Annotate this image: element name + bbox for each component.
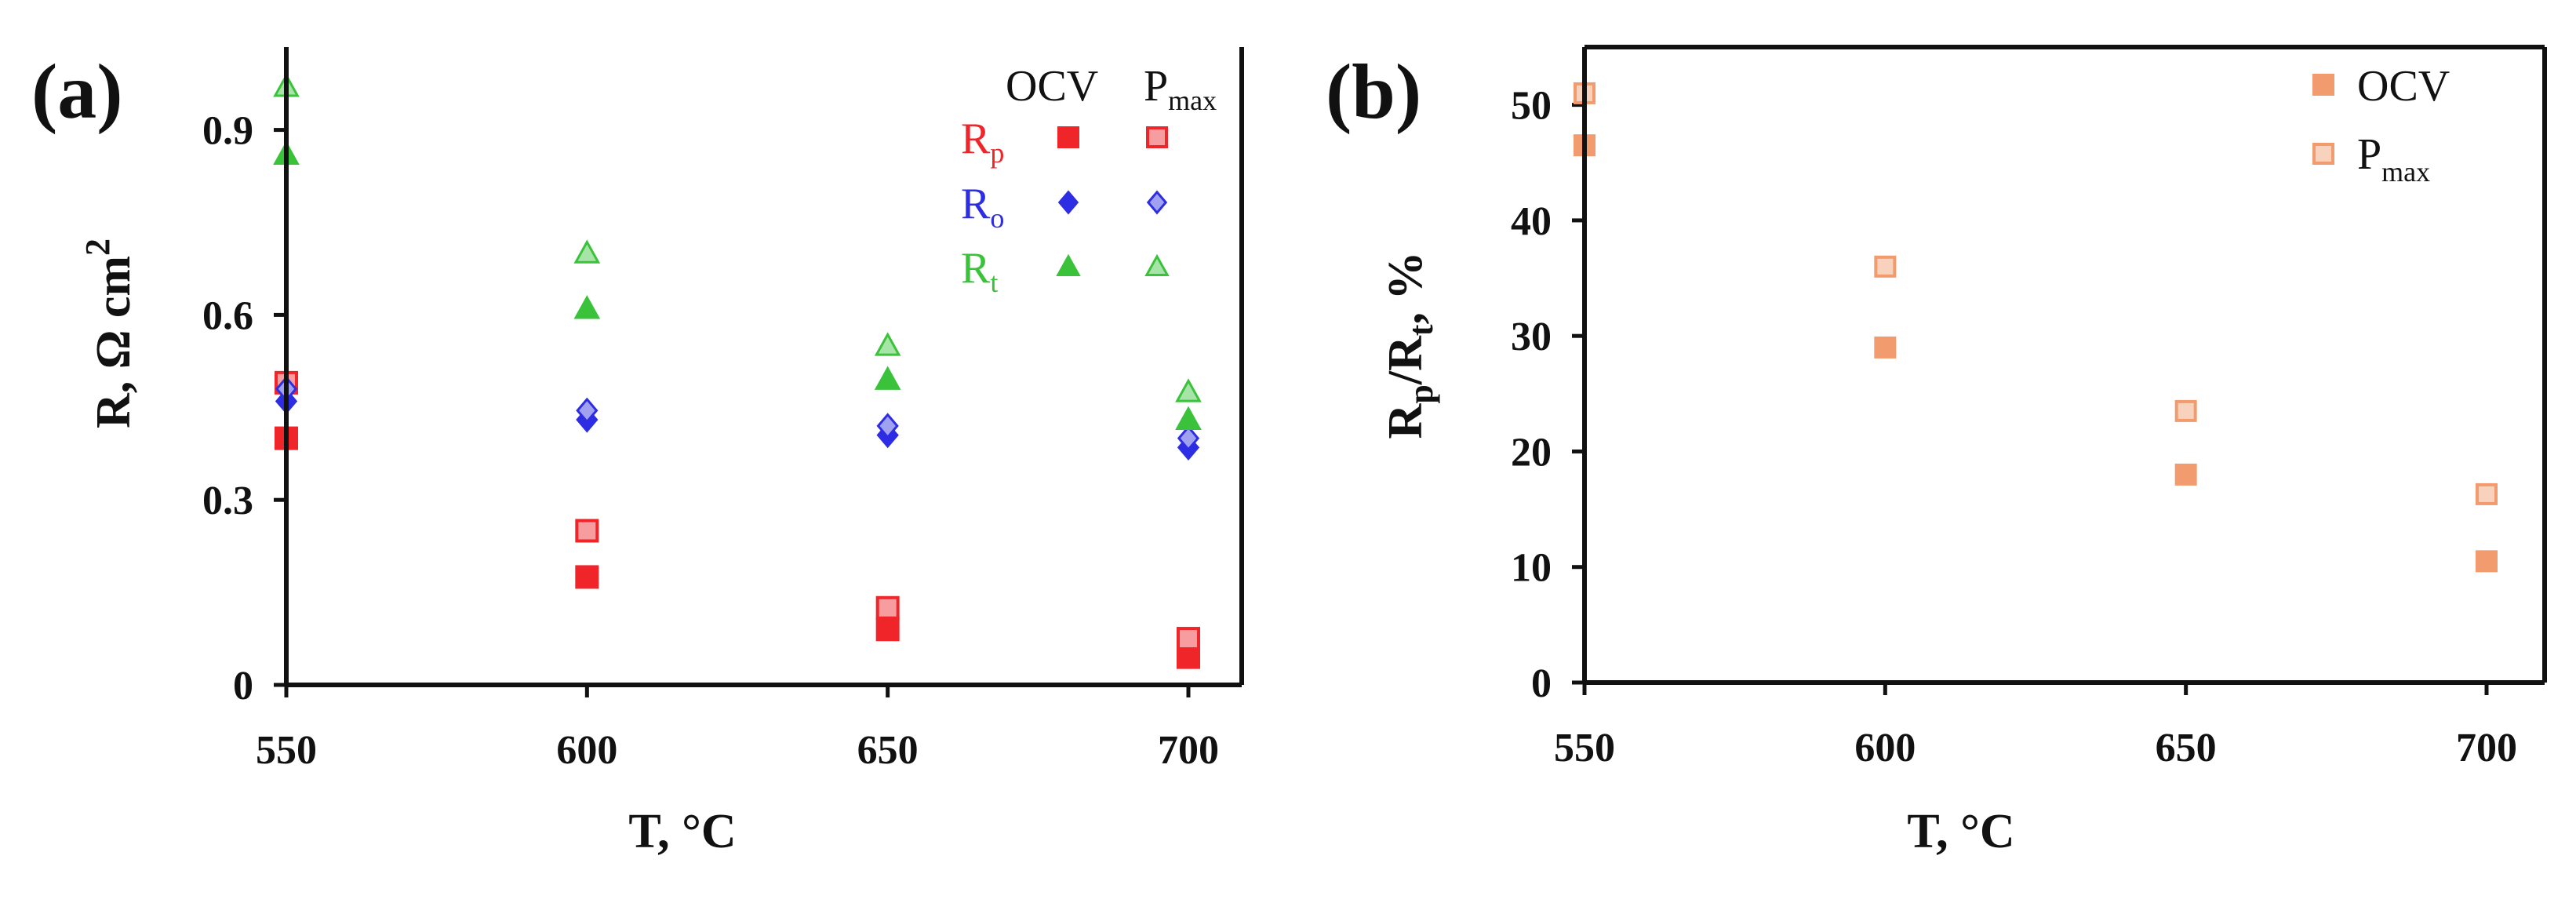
y-tick-label: 20 — [1511, 430, 1552, 475]
panel-b-y-axis-title-sub2: t — [1402, 324, 1440, 336]
legend-marker-rp-ocv — [1057, 126, 1079, 148]
panel-b-y-axis-title-sub1: p — [1402, 384, 1440, 403]
panel-b-y-axis-title-r1: R — [1379, 402, 1432, 439]
legend-marker-rp-pmax — [1146, 126, 1168, 148]
panel-b-label: (b) — [1326, 48, 1421, 135]
legend-b-label-pmax-sub: max — [2381, 156, 2430, 188]
legend-marker-rt-ocv — [1056, 253, 1081, 277]
data-point-ro-pmax — [876, 413, 899, 439]
data-point-pmax — [2174, 399, 2197, 422]
legend-header-pmax-sub: max — [1168, 85, 1217, 116]
panel-a-y-axis-title-main: R, Ω cm — [87, 256, 140, 428]
panel-b-y-ticks: 0 10 20 30 40 50 — [1511, 84, 1585, 706]
data-point-rt-ocv — [874, 366, 901, 390]
x-tick-label: 600 — [556, 728, 617, 773]
panel-a-x-axis-title: T, °C — [628, 805, 736, 858]
y-tick-label: 0 — [1531, 661, 1552, 706]
legend-label-rt: Rt — [961, 244, 998, 298]
legend-b-label-ocv: OCV — [2357, 62, 2450, 111]
x-tick-label: 650 — [2156, 726, 2217, 770]
data-point-rt-ocv — [1175, 406, 1202, 430]
panel-a-data-points — [273, 73, 1202, 669]
panel-b-y-axis-title: Rp/Rt, % — [1379, 252, 1440, 439]
x-tick-label: 550 — [1554, 726, 1615, 770]
data-point-rt-pmax — [874, 332, 901, 356]
legend-label-ro-sub: o — [990, 202, 1004, 234]
panel-a-legend-markers — [1056, 126, 1170, 277]
legend-header-ocv: OCV — [1006, 62, 1098, 111]
legend-label-rt-sub: t — [990, 267, 998, 298]
legend-label-rp-sub: p — [990, 137, 1004, 169]
y-tick-label: 0.6 — [202, 293, 253, 338]
panel-a-y-axis-title: R, Ω cm2 — [78, 238, 140, 428]
panel-b-y-axis-title-r2: /R — [1379, 335, 1432, 385]
x-tick-label: 550 — [256, 728, 317, 773]
y-tick-label: 10 — [1511, 546, 1552, 591]
legend-label-ro-main: R — [961, 180, 991, 228]
data-point-pmax — [2476, 482, 2498, 505]
x-tick-label: 650 — [857, 728, 919, 773]
legend-b-label-pmax-main: P — [2357, 130, 2381, 179]
data-point-ocv — [2476, 550, 2498, 573]
y-tick-label: 0.9 — [202, 109, 253, 154]
legend-header-pmax-main: P — [1144, 62, 1168, 111]
data-point-rp-pmax — [1177, 627, 1200, 651]
x-tick-label: 700 — [2456, 726, 2517, 770]
x-tick-label: 600 — [1854, 726, 1916, 770]
y-tick-label: 50 — [1511, 84, 1552, 129]
data-point-rp-pmax — [875, 595, 900, 620]
data-point-rt-pmax — [573, 239, 601, 264]
legend-marker-ro-ocv — [1057, 190, 1079, 215]
panel-b-chart: (b) 0 10 20 30 40 50 550 600 650 700 Rp/Rt, % T,… — [1326, 45, 2547, 858]
legend-header-pmax: Pmax — [1144, 62, 1217, 116]
legend-label-rt-main: R — [961, 244, 991, 293]
data-point-rp-ocv — [575, 565, 599, 589]
y-tick-label: 0.3 — [202, 479, 253, 523]
y-tick-label: 0 — [233, 664, 253, 708]
legend-b-label-pmax: Pmax — [2357, 130, 2430, 188]
data-point-rp-pmax — [575, 519, 599, 543]
data-point-rt-pmax — [1175, 378, 1202, 402]
data-point-ro-pmax — [1177, 424, 1200, 452]
panel-b-x-axis-title: T, °C — [1907, 805, 2014, 858]
legend-label-rp-main: R — [961, 115, 991, 163]
data-point-ocv — [2174, 463, 2197, 486]
panel-b-x-ticks: 550 600 650 700 — [1554, 683, 2517, 770]
legend-marker-pmax — [2312, 143, 2334, 165]
legend-marker-rt-pmax — [1144, 253, 1170, 277]
x-tick-label: 700 — [1158, 728, 1219, 773]
legend-marker-ocv — [2312, 74, 2334, 96]
panel-b-y-axis-title-unit: , % — [1379, 252, 1432, 325]
data-point-rt-ocv — [573, 295, 601, 319]
data-point-ocv — [1874, 336, 1897, 359]
y-tick-label: 40 — [1511, 199, 1552, 244]
panel-a-chart: (a) 0 0.3 0.6 0.9 550 600 650 700 R, Ω cm2 T, … — [31, 47, 1244, 858]
legend-label-ro: Ro — [961, 180, 1004, 234]
panel-a-legend: OCV Pmax Rp Ro Rt — [961, 62, 1217, 298]
panel-a-y-ticks: 0 0.3 0.6 0.9 — [202, 109, 286, 708]
y-tick-label: 30 — [1511, 315, 1552, 359]
panel-a-x-ticks: 550 600 650 700 — [256, 685, 1219, 773]
data-point-ro-pmax — [576, 397, 599, 424]
panel-b-legend-markers — [2312, 74, 2334, 165]
panel-a-y-axis-title-sup: 2 — [78, 238, 117, 256]
panel-a-label: (a) — [31, 48, 123, 135]
legend-label-rp: Rp — [961, 115, 1004, 169]
panel-b-legend: OCV Pmax — [2312, 62, 2450, 188]
legend-marker-ro-pmax — [1146, 190, 1168, 215]
data-point-rp-ocv — [875, 617, 900, 642]
data-point-pmax — [1874, 255, 1897, 278]
